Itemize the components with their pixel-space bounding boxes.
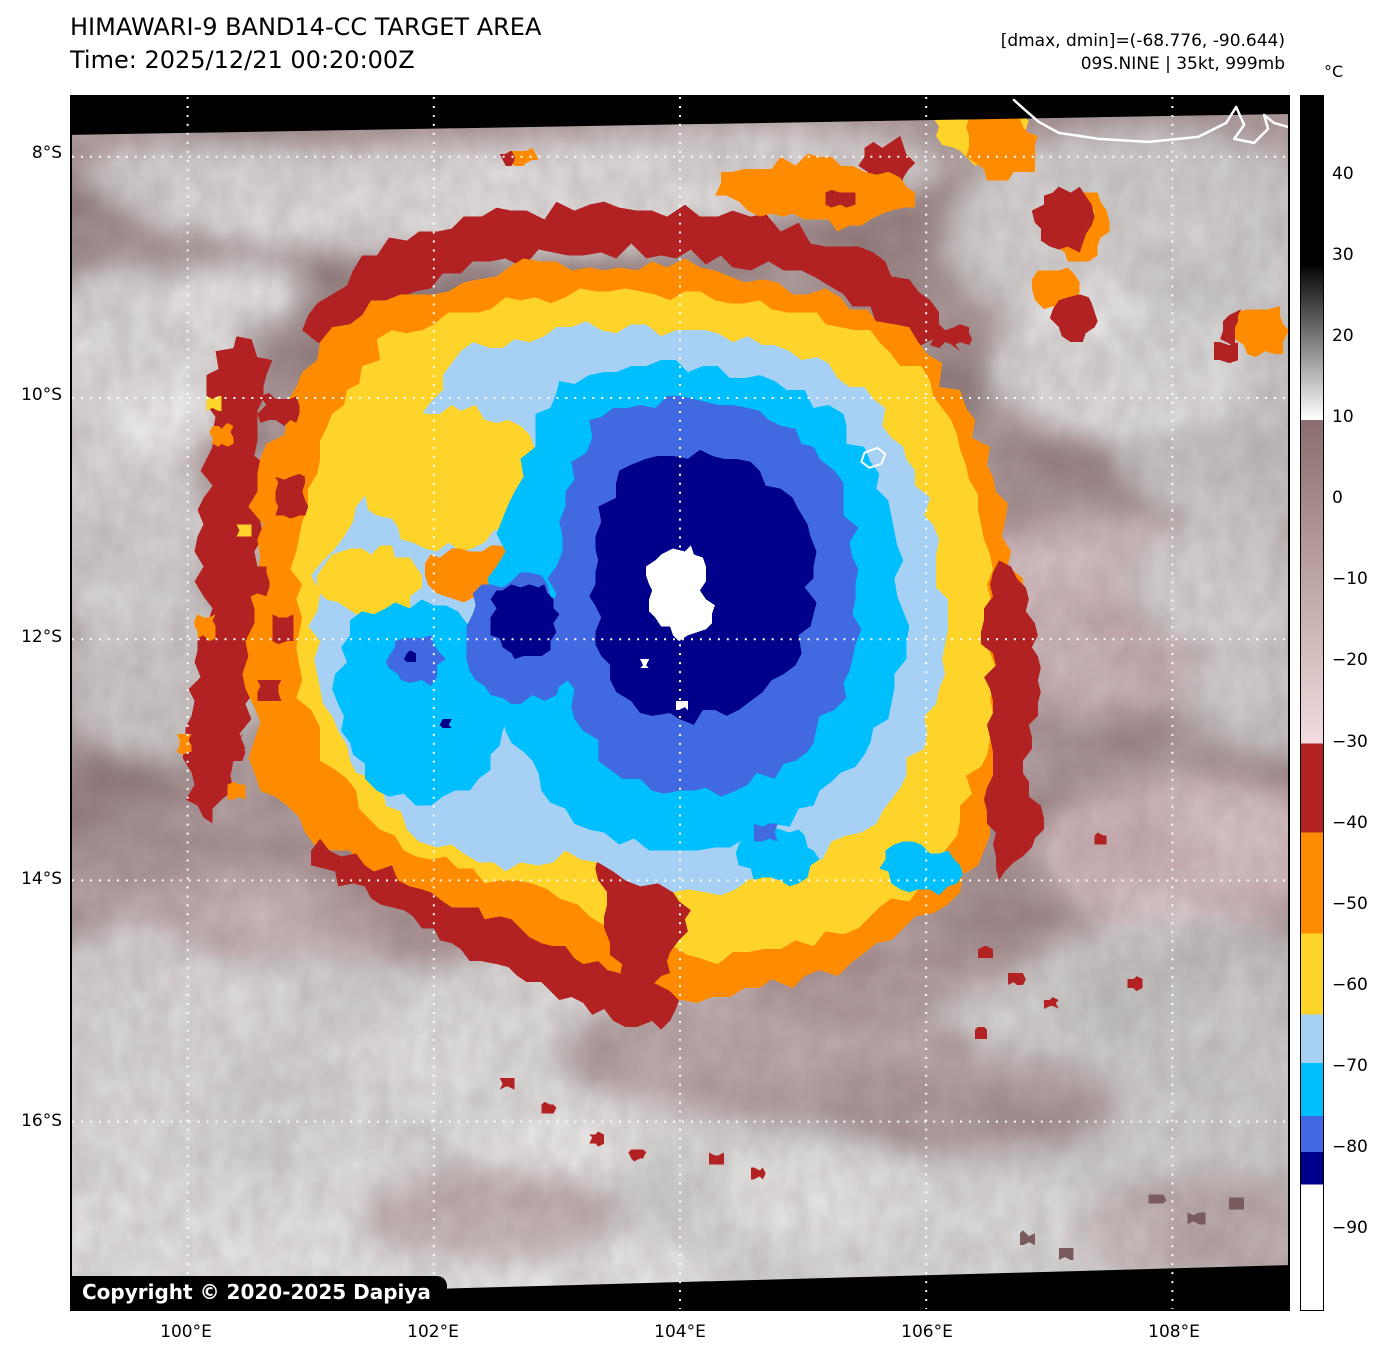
colorbar-tick-label: −50 [1332, 893, 1368, 914]
lon-tick-label: 102°E [407, 1322, 459, 1342]
lat-tick-label: 14°S [21, 869, 62, 889]
lon-tick-label: 108°E [1148, 1322, 1200, 1342]
lat-tick-label: 12°S [21, 627, 62, 647]
colorbar-tick-label: 10 [1332, 407, 1354, 428]
colorbar-tick-label: −90 [1332, 1217, 1368, 1238]
product-title: HIMAWARI-9 BAND14-CC TARGET AREA [70, 13, 542, 41]
storm-id-readout: 09S.NINE | 35kt, 999mb [1080, 54, 1285, 74]
map-plot: Copyright © 2020-2025 Dapiya [70, 95, 1290, 1311]
island-outline [860, 446, 887, 469]
lat-tick-label: 10°S [21, 385, 62, 405]
colorbar-unit-label: °C [1324, 62, 1344, 81]
dmax-dmin-readout: [dmax, dmin]=(-68.776, -90.644) [1000, 31, 1285, 51]
colorbar-tick-label: −40 [1332, 812, 1368, 833]
coastline [1012, 98, 1288, 145]
colorbar-tick-label: 30 [1332, 245, 1354, 266]
lat-tick-label: 16°S [21, 1111, 62, 1131]
product-time: Time: 2025/12/21 00:20:00Z [70, 46, 415, 74]
colorbar-tick-label: 0 [1332, 488, 1343, 509]
satellite-image [72, 97, 1288, 1309]
storm-enhancement-layers [176, 97, 1288, 1261]
lon-tick-label: 104°E [654, 1322, 706, 1342]
colorbar-tick-label: −10 [1332, 569, 1368, 590]
colorbar-tick-label: −60 [1332, 974, 1368, 995]
colorbar-tick-label: −30 [1332, 731, 1368, 752]
colorbar-tick-label: −70 [1332, 1055, 1368, 1076]
lat-tick-label: 8°S [31, 143, 62, 163]
colorbar [1300, 95, 1324, 1311]
copyright-badge: Copyright © 2020-2025 Dapiya [72, 1276, 447, 1309]
lon-tick-label: 100°E [160, 1322, 212, 1342]
colorbar-tick-label: 20 [1332, 326, 1354, 347]
lon-tick-label: 106°E [901, 1322, 953, 1342]
colorbar-tick-label: −20 [1332, 650, 1368, 671]
colorbar-tick-label: 40 [1332, 164, 1354, 185]
colorbar-tick-label: −80 [1332, 1136, 1368, 1157]
